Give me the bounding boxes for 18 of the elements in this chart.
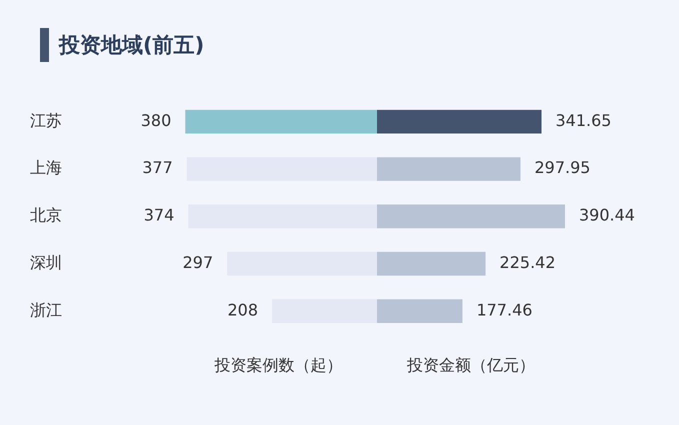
y-tick-label: 上海 — [30, 158, 62, 178]
data-label: 377 — [142, 158, 173, 178]
data-label: 380 — [140, 110, 172, 130]
y-tick-label: 江苏 — [30, 110, 62, 130]
x-axis-title: 投资金额（亿元） — [406, 356, 535, 375]
y-tick-label: 浙江 — [30, 300, 62, 320]
y-tick-label: 深圳 — [30, 252, 62, 272]
data-label: 390.44 — [579, 206, 635, 225]
x-axis-title: 投资案例数（起） — [214, 356, 342, 375]
chart-title: 投资地域(前五) — [59, 32, 204, 59]
data-label: 341.65 — [556, 110, 612, 130]
data-label: 208 — [228, 300, 258, 320]
data-label: 297.95 — [534, 158, 590, 178]
data-label: 297 — [182, 252, 214, 272]
data-label: 225.42 — [500, 252, 556, 272]
data-label: 374 — [144, 206, 174, 225]
y-tick-label: 北京 — [30, 206, 62, 225]
data-label: 177.46 — [476, 300, 532, 320]
